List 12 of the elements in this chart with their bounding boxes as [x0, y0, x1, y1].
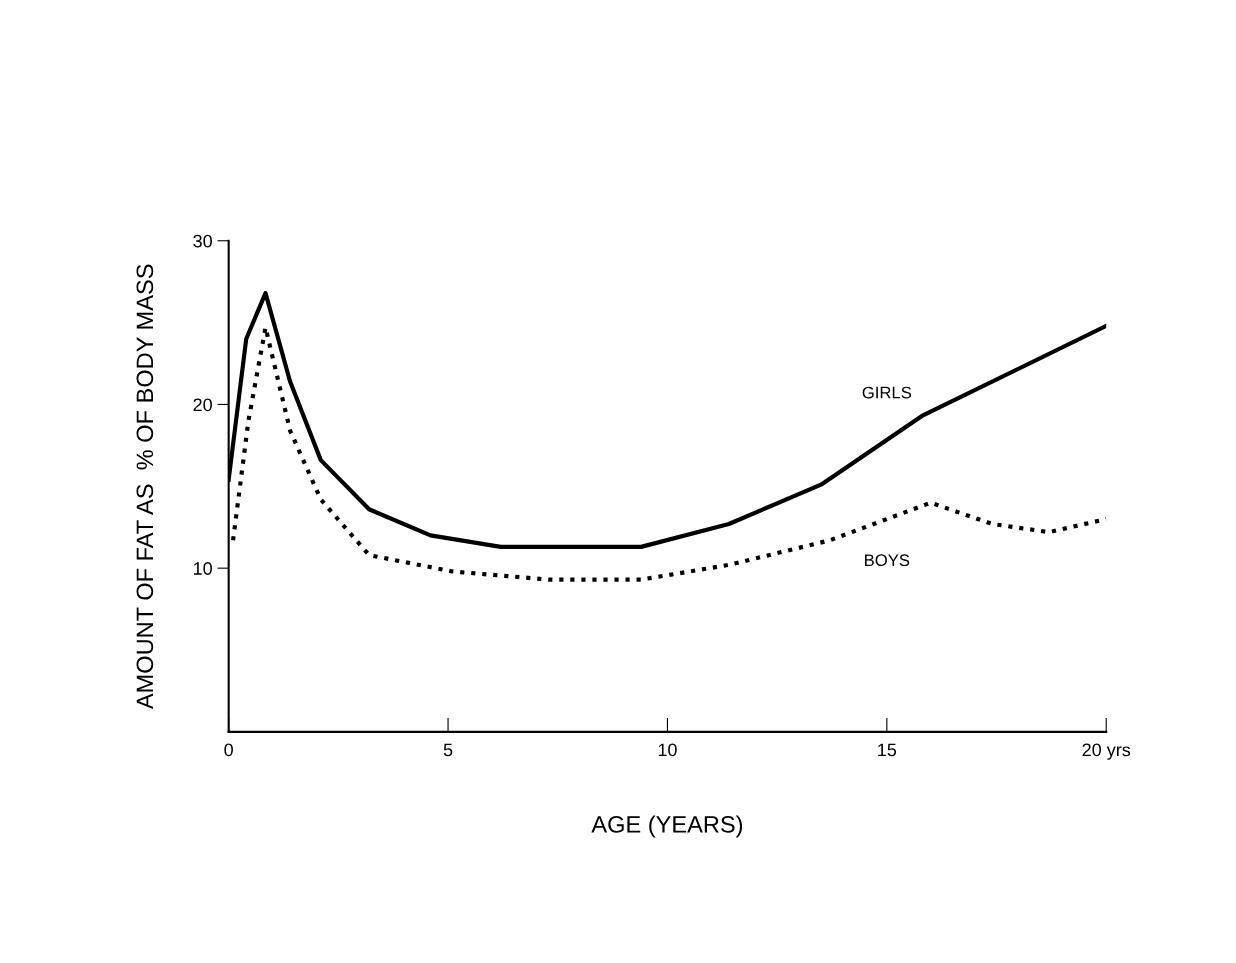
y-tick-label: 30	[193, 234, 212, 248]
y-tick-label: 20	[193, 398, 212, 412]
x-tick-label: 0	[224, 743, 233, 757]
x-tick-label: 10	[658, 743, 677, 757]
y-tick-label: 10	[193, 562, 212, 575]
y-axis-title: AMOUNT OF FAT AS % OF BODY MASS	[136, 264, 154, 710]
x-tick-label: 20 yrs	[1082, 743, 1131, 760]
x-axis-title: AGE (YEARS)	[591, 815, 743, 838]
series-label: BOYS	[865, 554, 910, 567]
x-tick-label: 5	[443, 743, 453, 757]
x-tick-label: 15	[878, 743, 897, 757]
series-label: GIRLS	[862, 386, 912, 399]
